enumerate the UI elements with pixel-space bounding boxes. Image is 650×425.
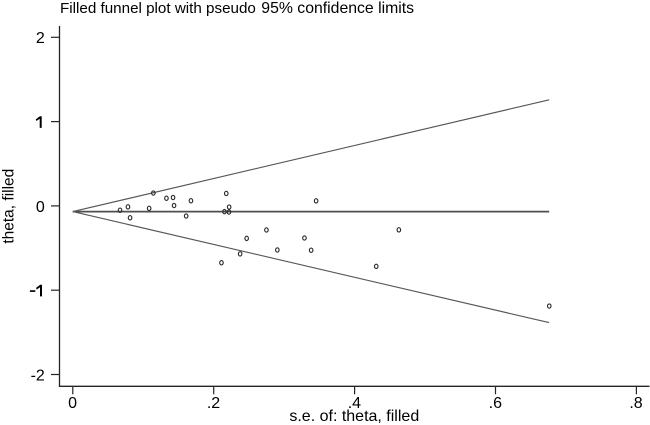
svg-text:Filled funnel plot with pseudo: Filled funnel plot with pseudo xyxy=(60,0,256,17)
svg-text:-2: -2 xyxy=(31,367,45,384)
svg-text:theta, filled: theta, filled xyxy=(1,169,18,244)
svg-text:0: 0 xyxy=(68,395,77,412)
svg-text:.8: .8 xyxy=(629,395,642,412)
svg-text:95% confidence limits: 95% confidence limits xyxy=(261,0,414,17)
svg-text:s.e. of: theta, filled: s.e. of: theta, filled xyxy=(289,408,419,425)
svg-text:.4: .4 xyxy=(348,395,361,412)
svg-text:2: 2 xyxy=(36,30,45,47)
svg-text:0: 0 xyxy=(36,199,45,216)
svg-text:.2: .2 xyxy=(207,395,220,412)
svg-text:.6: .6 xyxy=(489,395,502,412)
